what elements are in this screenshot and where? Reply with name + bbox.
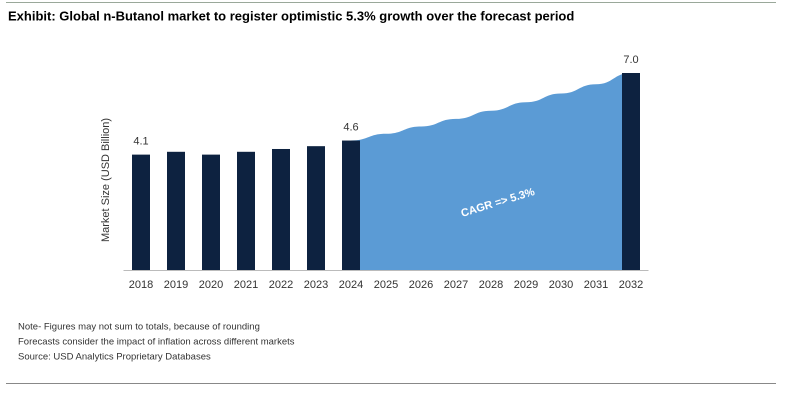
x-tick-label: 2030 bbox=[549, 279, 573, 291]
data-label: 4.1 bbox=[133, 136, 148, 148]
x-tick-label: 2025 bbox=[374, 279, 398, 291]
x-tick-label: 2028 bbox=[479, 279, 503, 291]
note: Source: USD Analytics Proprietary Databa… bbox=[18, 352, 211, 363]
x-tick-label: 2019 bbox=[164, 279, 188, 291]
x-tick-label: 2024 bbox=[339, 279, 363, 291]
x-tick-label: 2022 bbox=[269, 279, 293, 291]
y-axis-label: Market Size (USD Billion) bbox=[100, 118, 112, 242]
x-tick-label: 2021 bbox=[234, 279, 258, 291]
x-tick-label: 2029 bbox=[514, 279, 538, 291]
bar bbox=[622, 73, 640, 270]
x-tick-label: 2032 bbox=[619, 279, 643, 291]
x-tick-label: 2031 bbox=[584, 279, 608, 291]
x-tick-label: 2026 bbox=[409, 279, 433, 291]
bar bbox=[132, 154, 150, 270]
x-tick-label: 2027 bbox=[444, 279, 468, 291]
bar bbox=[237, 151, 255, 270]
bar bbox=[307, 146, 325, 270]
bar bbox=[167, 151, 185, 270]
data-label: 4.6 bbox=[343, 121, 358, 133]
chart-title: Exhibit: Global n-Butanol market to regi… bbox=[8, 8, 574, 23]
x-tick-label: 2020 bbox=[199, 279, 223, 291]
bar bbox=[202, 154, 220, 270]
bar bbox=[272, 148, 290, 270]
bar bbox=[342, 140, 360, 270]
data-label: 7.0 bbox=[623, 54, 638, 66]
note: Note- Figures may not sum to totals, bec… bbox=[18, 322, 260, 333]
area bbox=[351, 73, 631, 270]
x-tick-label: 2018 bbox=[129, 279, 153, 291]
note: Forecasts consider the impact of inflati… bbox=[18, 337, 295, 348]
x-tick-label: 2023 bbox=[304, 279, 328, 291]
